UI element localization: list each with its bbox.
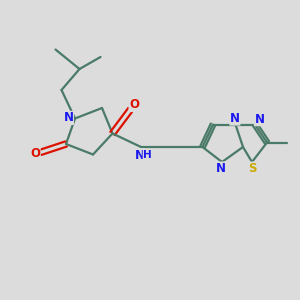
- Text: N: N: [254, 112, 265, 126]
- Text: O: O: [30, 147, 40, 161]
- Text: O: O: [129, 98, 139, 112]
- Text: N: N: [215, 162, 226, 175]
- Text: N: N: [230, 112, 240, 125]
- Text: H: H: [143, 150, 152, 161]
- Text: S: S: [248, 162, 257, 175]
- Text: N: N: [63, 111, 74, 124]
- Text: N: N: [134, 149, 145, 162]
